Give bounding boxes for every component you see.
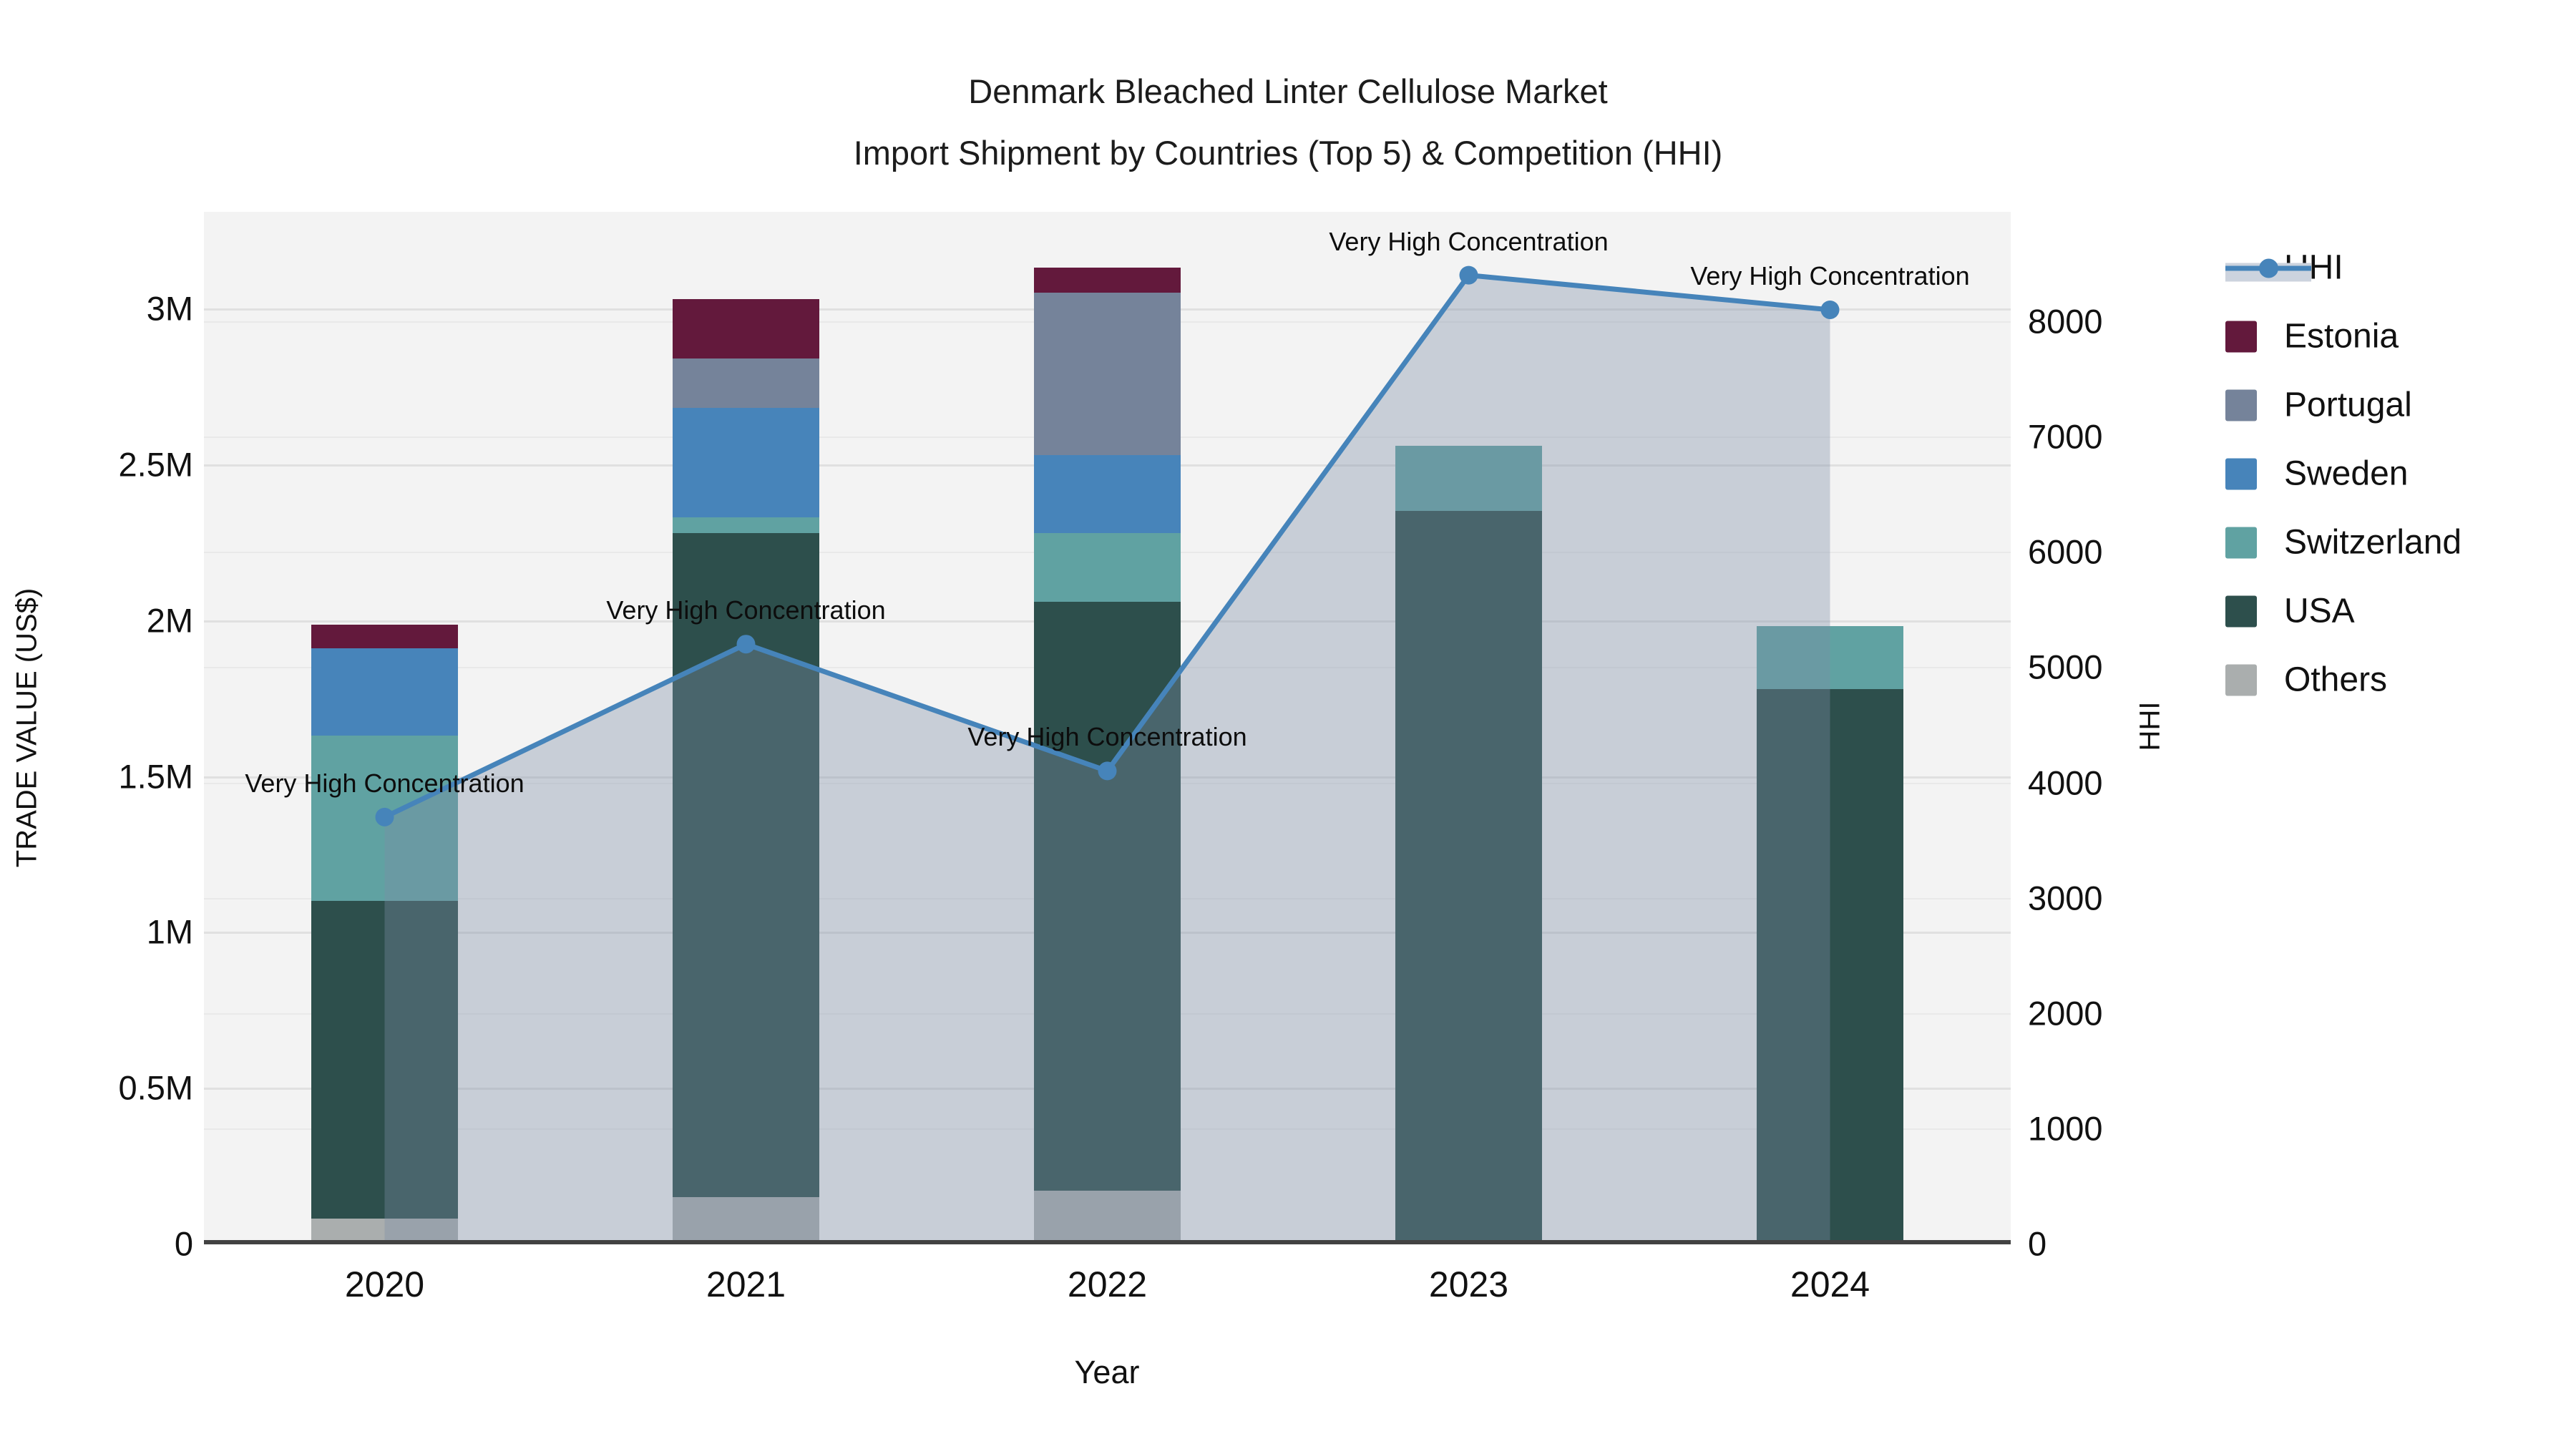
- y-left-tick-0.5M: 0.5M: [118, 1068, 194, 1107]
- x-tick-2023: 2023: [1428, 1264, 1509, 1304]
- y-right-tick-0: 0: [2028, 1224, 2047, 1263]
- bar-segment-usa-2020[interactable]: [311, 900, 458, 1219]
- x-tick-2022: 2022: [1067, 1264, 1148, 1304]
- y-right-tick-5000: 5000: [2028, 648, 2103, 686]
- legend-swatch-estonia-icon: [2225, 321, 2257, 352]
- hhi-annotation-2022: Very High Concentration: [967, 722, 1247, 752]
- y-axis-title-right: HHI: [2134, 701, 2166, 751]
- legend-item-hhi[interactable]: HHI: [2225, 248, 2343, 288]
- bar-segment-others-2020[interactable]: [311, 1219, 458, 1244]
- hhi-annotation-2024: Very High Concentration: [1690, 260, 1970, 291]
- chart-title-line-2: Import Shipment by Countries (Top 5) & C…: [853, 134, 1723, 172]
- annotations-layer: Very High Concentration Very High Concent…: [204, 212, 2011, 1244]
- bar-segment-switzerland-2024[interactable]: [1757, 626, 1903, 689]
- y-right-tick-8000: 8000: [2028, 302, 2103, 341]
- chart-title-line-1: Denmark Bleached Linter Cellulose Market: [968, 72, 1608, 110]
- hhi-line-chart: [375, 265, 1840, 1244]
- x-axis-line: [204, 1240, 2011, 1244]
- hhi-marker-2021[interactable]: [736, 635, 756, 654]
- legend-item-usa[interactable]: USA: [2225, 592, 2355, 631]
- bar-segment-usa-2024[interactable]: [1757, 688, 1903, 1244]
- bar-segment-switzerland-2022[interactable]: [1034, 532, 1181, 602]
- legend-label-estonia: Estonia: [2284, 317, 2399, 356]
- bar-segment-usa-2023[interactable]: [1395, 511, 1542, 1244]
- legend-item-switzerland[interactable]: Switzerland: [2225, 523, 2462, 562]
- y-right-tick-6000: 6000: [2028, 532, 2103, 571]
- bar-segment-sweden-2020[interactable]: [311, 648, 458, 736]
- y-left-tick-2M: 2M: [146, 601, 193, 640]
- x-tick-2020: 2020: [344, 1264, 425, 1304]
- bars-layer: [204, 212, 2011, 1244]
- hhi-legend-glyph-icon: [2225, 252, 2311, 283]
- legend-swatch-portugal-icon: [2225, 389, 2257, 421]
- legend-swatch-switzerland-icon: [2225, 527, 2257, 558]
- x-tick-2024: 2024: [1790, 1264, 1870, 1304]
- bar-segment-estonia-2020[interactable]: [311, 625, 458, 648]
- bar-segment-sweden-2021[interactable]: [673, 408, 819, 517]
- y-right-tick-4000: 4000: [2028, 763, 2103, 802]
- legend-swatch-sweden-icon: [2225, 458, 2257, 489]
- hhi-marker-2024[interactable]: [1820, 300, 1840, 319]
- hhi-annotation-2023: Very High Concentration: [1329, 226, 1609, 256]
- legend-label-portugal: Portugal: [2284, 386, 2412, 424]
- x-tick-2021: 2021: [706, 1264, 786, 1304]
- legend-label-usa: USA: [2284, 592, 2355, 630]
- bar-segment-others-2022[interactable]: [1034, 1190, 1181, 1244]
- hhi-line-layer: [204, 212, 2011, 1244]
- legend-item-others[interactable]: Others: [2225, 660, 2387, 700]
- legend-item-portugal[interactable]: Portugal: [2225, 386, 2412, 425]
- legend-label-sweden: Sweden: [2284, 454, 2409, 493]
- bar-segment-switzerland-2021[interactable]: [673, 517, 819, 533]
- y-right-tick-2000: 2000: [2028, 994, 2103, 1033]
- hhi-marker-2020[interactable]: [375, 807, 394, 826]
- legend-item-sweden[interactable]: Sweden: [2225, 454, 2408, 494]
- y-left-tick-2.5M: 2.5M: [118, 445, 194, 484]
- legend-label-others: Others: [2284, 660, 2388, 699]
- bar-segment-estonia-2022[interactable]: [1034, 268, 1181, 293]
- bar-segment-switzerland-2023[interactable]: [1395, 445, 1542, 512]
- y-axis-title-left: TRADE VALUE (US$): [11, 587, 43, 868]
- y-left-tick-0: 0: [174, 1224, 193, 1263]
- legend-label-switzerland: Switzerland: [2284, 523, 2462, 562]
- legend-swatch-usa-icon: [2225, 595, 2257, 627]
- bar-segment-portugal-2022[interactable]: [1034, 293, 1181, 455]
- y-right-tick-1000: 1000: [2028, 1109, 2103, 1148]
- hhi-legend-dot: [2259, 258, 2278, 278]
- bar-segment-sweden-2022[interactable]: [1034, 454, 1181, 533]
- hhi-area-fill: [384, 275, 1830, 1244]
- hhi-marker-2023[interactable]: [1459, 265, 1478, 285]
- y-right-tick-7000: 7000: [2028, 417, 2103, 456]
- y-left-tick-1M: 1M: [146, 912, 193, 951]
- plot-area: Very High Concentration Very High Concent…: [204, 212, 2011, 1244]
- x-axis-title: Year: [1074, 1354, 1140, 1390]
- legend-item-estonia[interactable]: Estonia: [2225, 317, 2399, 356]
- y-left-tick-3M: 3M: [146, 289, 193, 328]
- bar-segment-others-2021[interactable]: [673, 1196, 819, 1244]
- legend-swatch-others-icon: [2225, 664, 2257, 696]
- bar-segment-portugal-2021[interactable]: [673, 358, 819, 409]
- hhi-annotation-2020: Very High Concentration: [245, 768, 525, 798]
- hhi-annotation-2021: Very High Concentration: [606, 595, 886, 625]
- y-left-tick-1.5M: 1.5M: [118, 757, 194, 796]
- bar-segment-estonia-2021[interactable]: [673, 298, 819, 358]
- hhi-marker-2022[interactable]: [1098, 761, 1117, 781]
- y-right-tick-3000: 3000: [2028, 879, 2103, 917]
